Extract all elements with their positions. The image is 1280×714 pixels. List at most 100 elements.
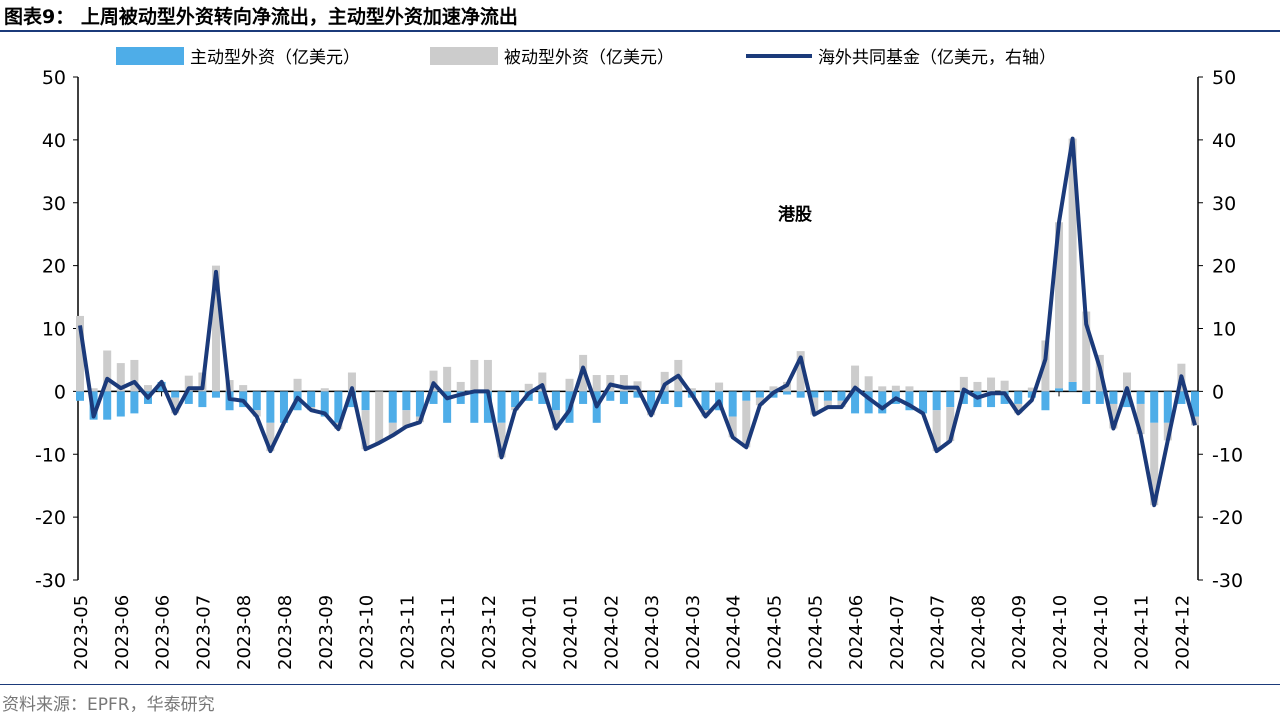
x-tick-label: 2023-12 [479, 595, 500, 670]
right-tick-label: -10 [1212, 444, 1243, 466]
x-tick-label: 2024-05 [805, 595, 826, 670]
bar-passive [987, 377, 996, 392]
bar-active [429, 391, 438, 404]
bar-active [905, 391, 914, 411]
bar-active [320, 391, 329, 417]
bar-active [1136, 391, 1145, 404]
bar-active [1055, 388, 1064, 392]
x-tick-label: 2023-06 [112, 595, 133, 670]
bar-active [660, 391, 669, 404]
bar-passive [905, 386, 914, 392]
bar-passive [184, 375, 193, 392]
bar-active [130, 391, 139, 414]
right-tick-label: 50 [1212, 67, 1236, 89]
bar-passive [76, 315, 84, 392]
x-tick-label: 2024-12 [1172, 595, 1193, 670]
x-tick-label: 2024-02 [601, 595, 622, 670]
bar-active [1191, 391, 1199, 417]
bar-active [823, 391, 832, 401]
bar-passive [456, 381, 465, 392]
bar-passive [551, 410, 560, 429]
bar-passive [266, 422, 275, 452]
bar-active [266, 391, 275, 423]
x-tick-label: 2024-10 [1091, 595, 1112, 670]
bar-active [1000, 391, 1009, 404]
x-tick-label: 2023-06 [153, 595, 174, 670]
bar-passive [497, 422, 506, 458]
figure-title: 图表9： 上周被动型外资转向净流出，主动型外资加速净流出 [4, 6, 518, 28]
bar-passive [89, 388, 98, 392]
bar-active [538, 391, 547, 404]
bar-passive [728, 416, 737, 438]
bar-active [1082, 391, 1091, 404]
x-tick-label: 2024-06 [846, 595, 867, 670]
legend-swatch-passive [430, 47, 498, 65]
bar-active [252, 391, 261, 411]
bar-active [551, 391, 560, 411]
x-tick-label: 2023-08 [234, 595, 255, 670]
bar-active [674, 391, 683, 408]
x-tick-label: 2024-07 [928, 595, 949, 670]
x-tick-label: 2023-11 [397, 595, 418, 670]
bar-active [647, 391, 656, 411]
bar-passive [143, 385, 152, 392]
bar-passive [619, 375, 628, 392]
right-tick-label: 30 [1212, 193, 1236, 215]
bar-active [361, 391, 370, 411]
bar-passive [402, 410, 411, 427]
bar-passive [1068, 138, 1077, 382]
bar-passive [103, 350, 112, 392]
left-tick-label: -30 [35, 570, 66, 592]
x-tick-label: 2023-09 [316, 595, 337, 670]
bar-passive [1041, 340, 1050, 392]
x-tick-label: 2024-03 [683, 595, 704, 670]
bar-passive [715, 382, 724, 392]
bar-active [415, 391, 424, 417]
bar-passive [660, 371, 669, 392]
annotation-hk-stocks: 港股 [778, 204, 812, 225]
bar-passive [1000, 380, 1009, 392]
bar-passive [483, 359, 492, 392]
left-tick-label: 20 [42, 256, 66, 278]
bar-active [511, 391, 520, 408]
bar-active [1041, 391, 1050, 411]
bar-active [1123, 391, 1132, 408]
bar-active [851, 391, 860, 414]
bar-active [701, 391, 710, 411]
bar-passive [429, 370, 438, 392]
bar-active [932, 391, 941, 411]
legend: 主动型外资（亿美元） 被动型外资（亿美元） 海外共同基金（亿美元，右轴） [116, 47, 1056, 68]
left-tick-label: 50 [42, 67, 66, 89]
bar-passive [293, 378, 302, 392]
bar-passive [1123, 372, 1132, 392]
x-tick-label: 2024-01 [520, 595, 541, 670]
bar-active [1177, 391, 1186, 404]
bar-passive [946, 407, 955, 442]
bar-passive [443, 366, 452, 392]
bar-passive [347, 372, 356, 392]
bar-active [470, 391, 479, 423]
bar-active [1109, 391, 1118, 404]
bar-active [483, 391, 492, 423]
bar-passive [239, 385, 248, 392]
bar-passive [973, 381, 982, 392]
x-tick-label: 2024-04 [724, 595, 745, 670]
legend-label-passive: 被动型外资（亿美元） [504, 48, 674, 68]
bar-passive [891, 385, 900, 392]
legend-swatch-active [116, 47, 184, 65]
bar-passive [1136, 403, 1145, 435]
x-tick-label: 2024-01 [561, 595, 582, 670]
bar-active [946, 391, 955, 408]
title-rule [0, 30, 1280, 32]
bar-active [334, 391, 343, 423]
bar-active [388, 391, 397, 423]
bar-active [1095, 391, 1104, 404]
bar-active [619, 391, 628, 404]
left-tick-label: -20 [35, 507, 66, 529]
bar-passive [1055, 222, 1064, 389]
bar-passive [769, 386, 778, 392]
bar-passive [1150, 422, 1159, 506]
bar-active [579, 391, 588, 404]
bar-active [633, 391, 642, 398]
